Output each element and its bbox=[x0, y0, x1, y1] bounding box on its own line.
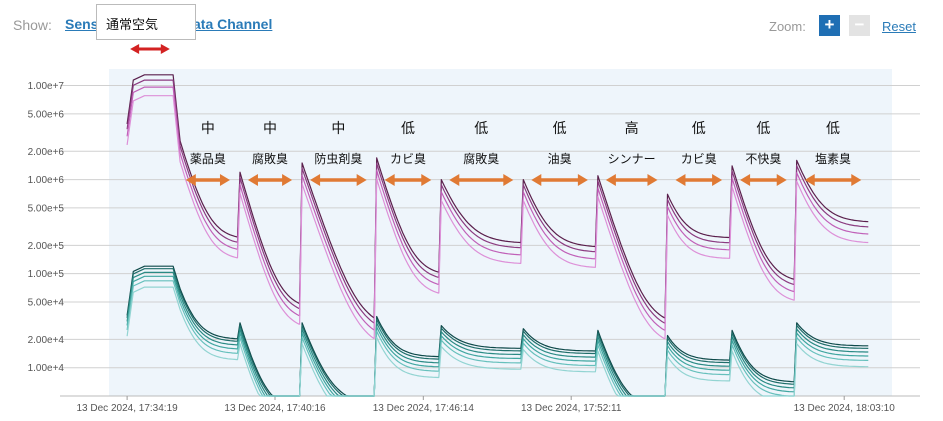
baseline-tooltip: 通常空気 bbox=[96, 4, 196, 40]
segment-level-label: 高 bbox=[625, 120, 639, 137]
y-tick-label: 2.00e+5 bbox=[28, 241, 65, 252]
segment-level-label: 低 bbox=[756, 121, 770, 137]
baseline-arrow-head-right bbox=[160, 44, 170, 54]
segment-odor-label: 防虫剤臭 bbox=[314, 151, 362, 166]
segment-arrow-head-right bbox=[356, 174, 367, 186]
series-line-upper bbox=[126, 74, 869, 319]
baseline-arrow-head-left bbox=[130, 44, 140, 54]
sensor-link[interactable]: Sens bbox=[65, 16, 99, 32]
segment-arrow-head-left bbox=[310, 174, 321, 186]
segment-arrow-head-right bbox=[219, 174, 230, 186]
tooltip-text: 通常空気 bbox=[106, 17, 159, 32]
segment-odor-label: 不快臭 bbox=[745, 151, 781, 166]
segment-odor-label: 腐敗臭 bbox=[463, 151, 499, 166]
y-tick-label: 1.00e+7 bbox=[28, 81, 65, 92]
segment-odor-label: シンナー bbox=[608, 152, 656, 166]
segment-arrow-head-right bbox=[282, 174, 293, 186]
series-line-upper bbox=[126, 86, 869, 331]
segment-arrow-head-right bbox=[421, 174, 432, 186]
segment-arrow-head-left bbox=[531, 174, 542, 186]
segment-arrow-head-right bbox=[776, 174, 787, 186]
segment-odor-label: 塩素臭 bbox=[815, 151, 851, 166]
segment-arrow-head-right bbox=[503, 174, 514, 186]
segment-level-label: 中 bbox=[331, 121, 345, 137]
segment-odor-label: カビ臭 bbox=[390, 151, 426, 166]
segment-arrow-head-left bbox=[384, 174, 395, 186]
x-tick-label: 13 Dec 2024, 17:52:11 bbox=[521, 403, 622, 414]
segment-arrow-head-left bbox=[740, 174, 751, 186]
x-tick-label: 13 Dec 2024, 17:40:16 bbox=[224, 403, 326, 414]
segment-arrow-head-right bbox=[647, 174, 658, 186]
y-tick-label: 5.00e+6 bbox=[28, 109, 65, 120]
y-tick-label: 5.00e+5 bbox=[28, 203, 65, 214]
y-tick-label: 1.00e+6 bbox=[28, 175, 65, 186]
segment-level-label: 中 bbox=[263, 121, 277, 137]
x-tick-label: 13 Dec 2024, 17:34:19 bbox=[77, 403, 179, 414]
y-tick-label: 5.00e+4 bbox=[28, 297, 65, 308]
series-line-upper bbox=[126, 95, 869, 340]
y-tick-label: 1.00e+5 bbox=[28, 269, 65, 280]
segment-arrow-head-left bbox=[449, 174, 460, 186]
segment-arrow-head-left bbox=[804, 174, 815, 186]
zoom-label: Zoom: bbox=[769, 19, 806, 34]
series-line-lower bbox=[126, 286, 869, 397]
reset-link[interactable]: Reset bbox=[882, 19, 916, 34]
segment-arrow-head-left bbox=[247, 174, 258, 186]
x-tick-label: 13 Dec 2024, 17:46:14 bbox=[373, 403, 475, 414]
segment-level-label: 低 bbox=[553, 121, 567, 137]
segment-odor-label: 油臭 bbox=[548, 151, 572, 166]
segment-odor-label: 腐敗臭 bbox=[252, 151, 288, 166]
segment-arrow-head-right bbox=[712, 174, 723, 186]
segment-arrow-head-left bbox=[675, 174, 686, 186]
segment-odor-label: 薬品臭 bbox=[190, 151, 226, 166]
segment-arrow-head-left bbox=[605, 174, 616, 186]
zoom-in-button[interactable]: + bbox=[819, 15, 840, 36]
y-tick-label: 2.00e+6 bbox=[28, 147, 65, 158]
segment-arrow-head-right bbox=[577, 174, 588, 186]
segment-level-label: 低 bbox=[401, 121, 415, 137]
segment-level-label: 低 bbox=[826, 121, 840, 137]
zoom-out-button[interactable]: − bbox=[849, 15, 870, 36]
series-line-upper bbox=[126, 79, 869, 324]
y-tick-label: 1.00e+4 bbox=[28, 363, 65, 374]
x-tick-label: 13 Dec 2024, 18:03:10 bbox=[794, 403, 896, 414]
segment-level-label: 低 bbox=[474, 121, 488, 137]
segment-arrow-head-right bbox=[851, 174, 862, 186]
segment-level-label: 中 bbox=[201, 121, 215, 137]
segment-arrow-head-left bbox=[185, 174, 196, 186]
segment-odor-label: カビ臭 bbox=[681, 151, 717, 166]
show-label: Show: bbox=[13, 17, 52, 33]
segment-level-label: 低 bbox=[692, 121, 706, 137]
data-channel-link[interactable]: ata Channel bbox=[193, 16, 273, 32]
y-tick-label: 2.00e+4 bbox=[28, 335, 65, 346]
